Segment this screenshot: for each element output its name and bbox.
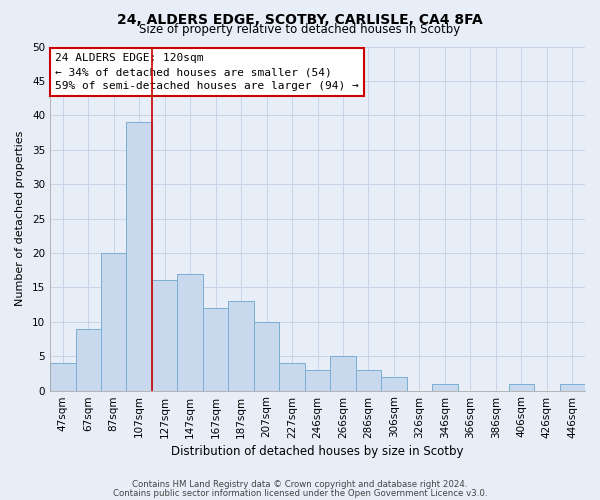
Text: 24, ALDERS EDGE, SCOTBY, CARLISLE, CA4 8FA: 24, ALDERS EDGE, SCOTBY, CARLISLE, CA4 8… [117, 12, 483, 26]
Bar [305, 370, 330, 390]
Text: 24 ALDERS EDGE: 120sqm
← 34% of detached houses are smaller (54)
59% of semi-det: 24 ALDERS EDGE: 120sqm ← 34% of detached… [55, 54, 359, 92]
Y-axis label: Number of detached properties: Number of detached properties [15, 131, 25, 306]
Bar [50, 363, 76, 390]
Bar [381, 377, 407, 390]
Text: Size of property relative to detached houses in Scotby: Size of property relative to detached ho… [139, 22, 461, 36]
X-axis label: Distribution of detached houses by size in Scotby: Distribution of detached houses by size … [171, 444, 464, 458]
Bar [432, 384, 458, 390]
Bar [76, 328, 101, 390]
Bar [254, 322, 280, 390]
Bar [560, 384, 585, 390]
Bar [101, 253, 127, 390]
Bar [178, 274, 203, 390]
Bar [229, 301, 254, 390]
Bar [356, 370, 381, 390]
Bar [509, 384, 534, 390]
Text: Contains public sector information licensed under the Open Government Licence v3: Contains public sector information licen… [113, 489, 487, 498]
Bar [152, 280, 178, 390]
Bar [203, 308, 229, 390]
Bar [280, 363, 305, 390]
Bar [127, 122, 152, 390]
Bar [330, 356, 356, 390]
Text: Contains HM Land Registry data © Crown copyright and database right 2024.: Contains HM Land Registry data © Crown c… [132, 480, 468, 489]
